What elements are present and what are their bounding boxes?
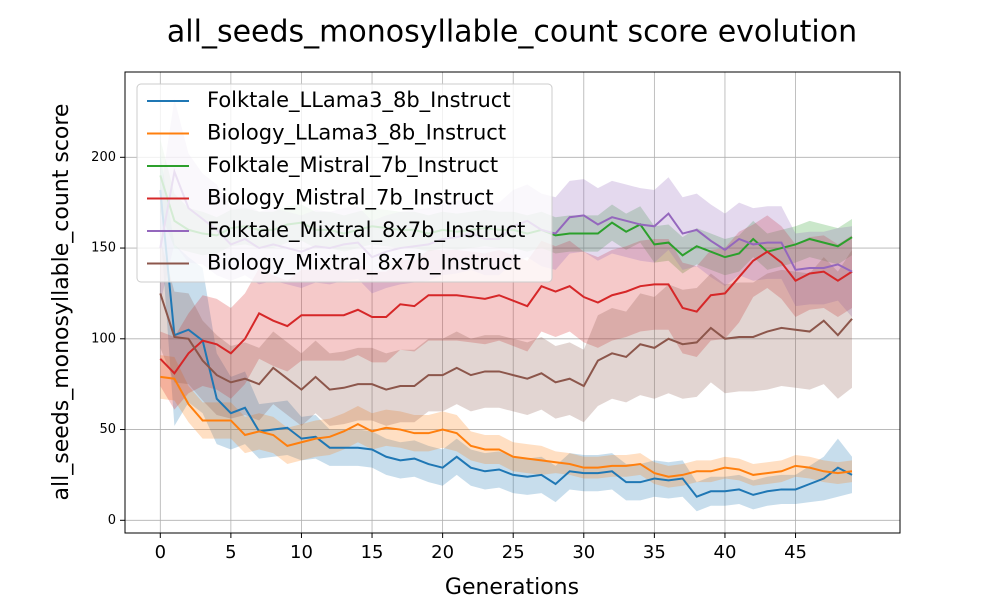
y-tick-label: 0 [108, 513, 116, 528]
legend-label: Folktale_LLama3_8b_Instruct [207, 88, 511, 113]
y-tick-label: 100 [91, 331, 116, 346]
y-axis-label: all_seeds_monosyllable_count score [49, 104, 74, 501]
legend-box [136, 83, 553, 283]
error-band [160, 355, 853, 488]
series-line [159, 293, 853, 391]
x-tick-label: 40 [714, 542, 737, 563]
legend-label: Biology_Mixtral_8x7b_Instruct [207, 251, 521, 276]
series-line [159, 250, 853, 375]
error-band [160, 215, 853, 410]
y-tick-label: 50 [99, 422, 116, 437]
y-tick-label: 150 [91, 241, 116, 256]
x-tick-label: 10 [290, 542, 313, 563]
x-tick-label: 0 [155, 542, 166, 563]
legend-label: Folktale_Mistral_7b_Instruct [207, 153, 498, 178]
x-tick-label: 25 [502, 542, 525, 563]
x-tick-label: 35 [643, 542, 666, 563]
series-line [160, 375, 853, 478]
x-tick-label: 30 [572, 542, 595, 563]
x-axis-label: Generations [445, 575, 579, 600]
error-band [160, 153, 853, 512]
legend-label: Biology_Mistral_7b_Instruct [207, 186, 494, 211]
error-band [160, 238, 853, 426]
x-tick-label: 20 [431, 542, 454, 563]
x-tick-label: 5 [225, 542, 236, 563]
series-line [159, 189, 853, 498]
legend-label: Folktale_Mixtral_8x7b_Instruct [207, 218, 525, 243]
x-tick-label: 15 [361, 542, 384, 563]
y-tick-label: 200 [91, 150, 116, 165]
legend-label: Biology_LLama3_8b_Instruct [207, 121, 506, 146]
chart-title: all_seeds_monosyllable_count score evolu… [167, 15, 857, 50]
x-tick-label: 45 [784, 542, 807, 563]
plot-frame [124, 71, 901, 534]
